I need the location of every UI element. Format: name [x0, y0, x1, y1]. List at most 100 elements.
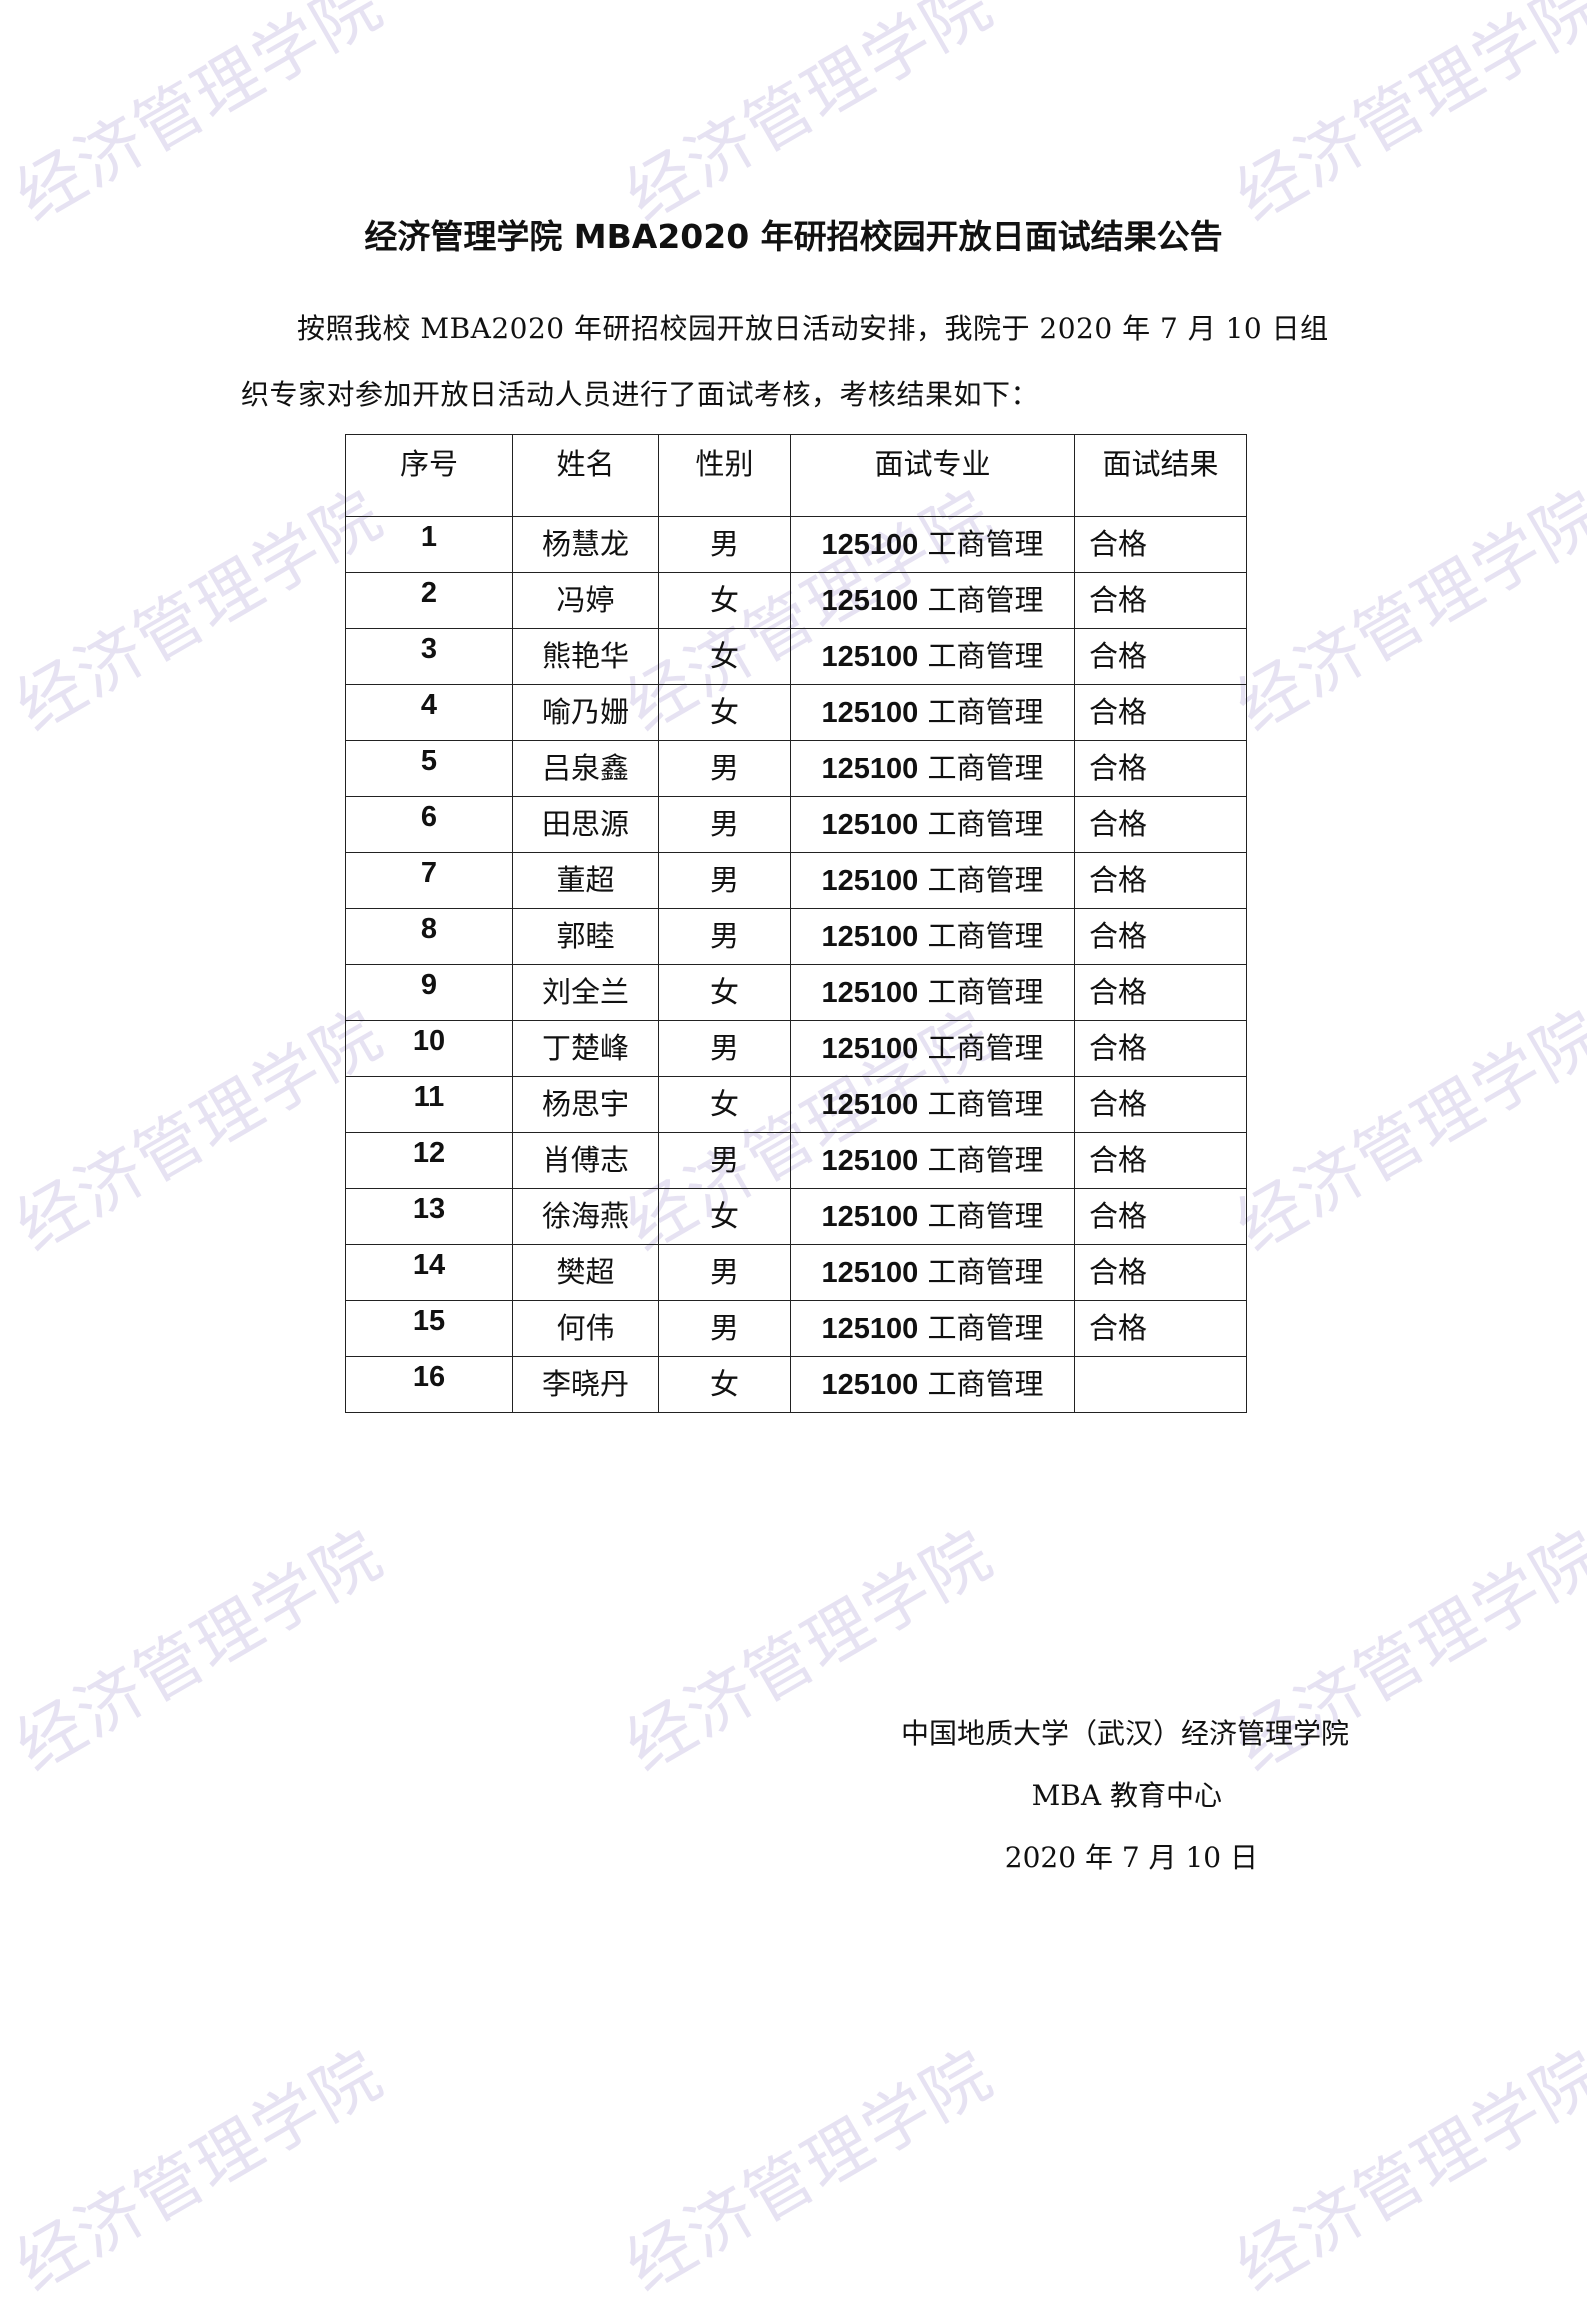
major-name: 工商管理 [927, 1255, 1044, 1289]
cell-no: 9 [345, 964, 513, 1021]
major-code: 125100 [821, 921, 919, 953]
cell-name: 喻乃姗 [512, 684, 659, 741]
watermark-text: 经济管理学院 [1223, 2035, 1587, 2307]
signature-dept: MBA 教育中心 [1031, 1779, 1222, 1812]
cell-gender: 女 [658, 628, 791, 685]
table-row: 13 徐海燕 女 125100 工商管理 合格 [345, 1188, 1247, 1245]
cell-major: 125100 工商管理 [790, 1132, 1075, 1189]
cell-result: 合格 [1074, 964, 1247, 1021]
cell-gender: 男 [658, 908, 791, 965]
major-code: 125100 [821, 1145, 919, 1177]
cell-name: 肖傅志 [512, 1132, 659, 1189]
cell-result: 合格 [1074, 516, 1247, 573]
header-major: 面试专业 [790, 434, 1075, 517]
cell-result: 合格 [1074, 740, 1247, 797]
major-code: 125100 [821, 585, 919, 617]
table-row: 14 樊超 男 125100 工商管理 合格 [345, 1244, 1247, 1301]
cell-result: 合格 [1074, 628, 1247, 685]
watermark-text: 经济管理学院 [3, 475, 396, 747]
header-no: 序号 [345, 434, 513, 517]
major-name: 工商管理 [927, 751, 1044, 785]
table-row: 3 熊艳华 女 125100 工商管理 合格 [345, 628, 1247, 685]
header-name: 姓名 [512, 434, 659, 517]
cell-gender: 男 [658, 796, 791, 853]
cell-gender: 女 [658, 1188, 791, 1245]
results-table: 序号 姓名 性别 面试专业 面试结果 1 杨慧龙 男 125100 工商管理 合… [345, 434, 1247, 1413]
watermark-text: 经济管理学院 [613, 2035, 1006, 2307]
cell-name: 董超 [512, 852, 659, 909]
cell-result: 合格 [1074, 1244, 1247, 1301]
cell-no: 16 [345, 1356, 513, 1413]
watermark-text: 经济管理学院 [1223, 0, 1587, 237]
cell-name: 李晓丹 [512, 1356, 659, 1413]
cell-result: 合格 [1074, 1188, 1247, 1245]
cell-major: 125100 工商管理 [790, 684, 1075, 741]
cell-name: 何伟 [512, 1300, 659, 1357]
major-code: 125100 [821, 753, 919, 785]
cell-result [1074, 1356, 1247, 1413]
cell-result: 合格 [1074, 908, 1247, 965]
cell-result: 合格 [1074, 1020, 1247, 1077]
major-code: 125100 [821, 1089, 919, 1121]
cell-no: 4 [345, 684, 513, 741]
major-code: 125100 [821, 809, 919, 841]
cell-no: 8 [345, 908, 513, 965]
signature-date: 2020 年 7 月 10 日 [1004, 1841, 1258, 1874]
table-row: 12 肖傅志 男 125100 工商管理 合格 [345, 1132, 1247, 1189]
page-title: 经济管理学院 MBA2020 年研招校园开放日面试结果公告 [364, 217, 1223, 256]
cell-name: 熊艳华 [512, 628, 659, 685]
table-row: 4 喻乃姗 女 125100 工商管理 合格 [345, 684, 1247, 741]
cell-gender: 男 [658, 1020, 791, 1077]
cell-major: 125100 工商管理 [790, 1020, 1075, 1077]
cell-name: 丁楚峰 [512, 1020, 659, 1077]
cell-major: 125100 工商管理 [790, 740, 1075, 797]
cell-result: 合格 [1074, 1300, 1247, 1357]
major-code: 125100 [821, 1313, 919, 1345]
header-gender: 性别 [658, 434, 791, 517]
cell-gender: 女 [658, 572, 791, 629]
intro-paragraph: 按照我校 MBA2020 年研招校园开放日活动安排，我院于 2020 年 7 月… [241, 312, 1329, 411]
table-row: 10 丁楚峰 男 125100 工商管理 合格 [345, 1020, 1247, 1077]
major-code: 125100 [821, 977, 919, 1009]
cell-gender: 女 [658, 1076, 791, 1133]
cell-gender: 男 [658, 740, 791, 797]
table-row: 5 吕泉鑫 男 125100 工商管理 合格 [345, 740, 1247, 797]
major-name: 工商管理 [927, 695, 1044, 729]
cell-no: 1 [345, 516, 513, 573]
cell-name: 刘全兰 [512, 964, 659, 1021]
cell-no: 3 [345, 628, 513, 685]
watermark-text: 经济管理学院 [3, 1515, 396, 1787]
watermark-text: 经济管理学院 [1223, 995, 1587, 1267]
cell-name: 郭睦 [512, 908, 659, 965]
major-code: 125100 [821, 641, 919, 673]
major-code: 125100 [821, 697, 919, 729]
major-code: 125100 [821, 1033, 919, 1065]
header-result: 面试结果 [1074, 434, 1247, 517]
table-row: 2 冯婷 女 125100 工商管理 合格 [345, 572, 1247, 629]
major-code: 125100 [821, 1369, 919, 1401]
cell-result: 合格 [1074, 572, 1247, 629]
cell-no: 15 [345, 1300, 513, 1357]
cell-major: 125100 工商管理 [790, 572, 1075, 629]
cell-major: 125100 工商管理 [790, 1244, 1075, 1301]
cell-major: 125100 工商管理 [790, 1076, 1075, 1133]
major-code: 125100 [821, 529, 919, 561]
cell-gender: 男 [658, 852, 791, 909]
cell-gender: 女 [658, 684, 791, 741]
watermark-text: 经济管理学院 [1223, 475, 1587, 747]
cell-name: 冯婷 [512, 572, 659, 629]
cell-major: 125100 工商管理 [790, 1188, 1075, 1245]
watermark-text: 经济管理学院 [3, 995, 396, 1267]
cell-no: 10 [345, 1020, 513, 1077]
major-name: 工商管理 [927, 1143, 1044, 1177]
cell-major: 125100 工商管理 [790, 1356, 1075, 1413]
cell-major: 125100 工商管理 [790, 1300, 1075, 1357]
cell-gender: 男 [658, 516, 791, 573]
cell-no: 14 [345, 1244, 513, 1301]
table-row: 15 何伟 男 125100 工商管理 合格 [345, 1300, 1247, 1357]
cell-gender: 女 [658, 1356, 791, 1413]
cell-major: 125100 工商管理 [790, 628, 1075, 685]
cell-no: 7 [345, 852, 513, 909]
major-name: 工商管理 [927, 863, 1044, 897]
major-name: 工商管理 [927, 975, 1044, 1009]
